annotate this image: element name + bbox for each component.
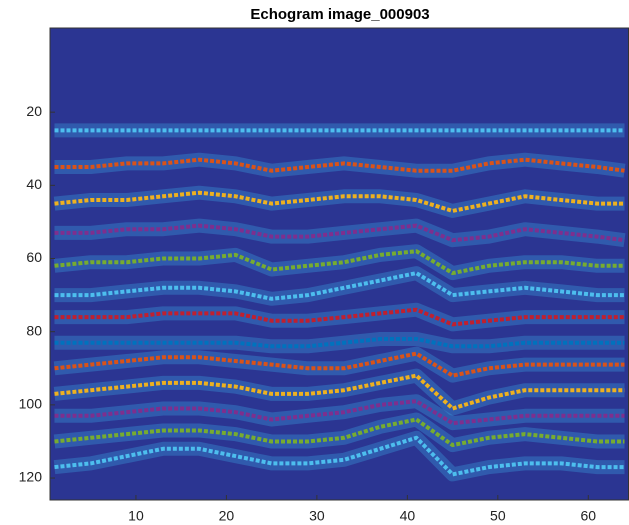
x-tick-label: 20 [219, 508, 235, 524]
layer-line [54, 190, 625, 213]
layer-line [54, 223, 625, 243]
y-tick-label: 60 [26, 249, 42, 265]
x-tick-label: 30 [309, 508, 325, 524]
y-tick-label: 80 [26, 322, 42, 338]
y-tick-label: 120 [19, 469, 43, 485]
y-tick-label: 100 [19, 396, 43, 412]
layer-line [54, 373, 625, 411]
layer-line [54, 307, 625, 327]
layer-line [54, 417, 625, 448]
x-tick-label: 40 [400, 508, 416, 524]
layer-line [54, 435, 625, 477]
x-tick-label: 60 [581, 508, 597, 524]
layer-line [54, 157, 625, 173]
x-tick-label: 50 [490, 508, 506, 524]
layer-line [54, 337, 625, 349]
y-tick-label: 20 [26, 103, 42, 119]
layer-line [54, 271, 625, 301]
layer-line [54, 249, 625, 276]
chart-title: Echogram image_000903 [250, 6, 429, 23]
x-tick-label: 10 [128, 508, 144, 524]
layer-line [54, 399, 625, 426]
layer-line [54, 351, 625, 378]
y-tick-label: 40 [26, 176, 42, 192]
